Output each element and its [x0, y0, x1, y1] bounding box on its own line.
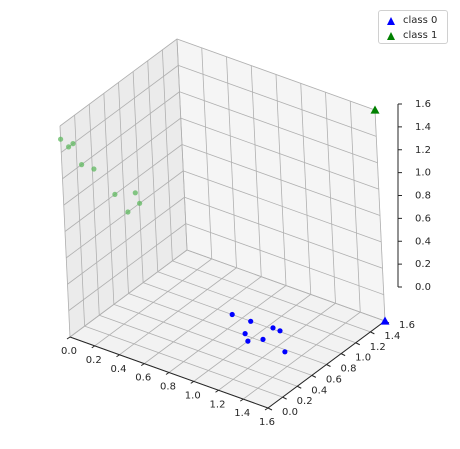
legend-label-class-1: class 1 — [403, 30, 438, 41]
legend: class 0 class 1 — [378, 10, 448, 44]
y-tick-label: 1.2 — [370, 342, 386, 353]
y-tick-label: 1.0 — [355, 353, 371, 364]
gridline-y-left — [161, 49, 173, 261]
x-tick — [116, 354, 120, 358]
gridline-z-left — [61, 65, 179, 153]
x-tick-label: 0.8 — [160, 382, 176, 393]
gridline-y-floor — [142, 282, 342, 355]
gridline-z-back — [179, 91, 378, 164]
y-tick-label: 0.2 — [297, 396, 313, 407]
data-point-circle — [91, 166, 97, 172]
y-tick — [267, 407, 273, 411]
y-tick-label: 0.8 — [341, 364, 357, 375]
legend-marker-class-1 — [387, 31, 395, 40]
gridline-x-back — [300, 83, 312, 295]
gridline-x-floor — [193, 294, 311, 382]
x-tick-label: 1.4 — [234, 408, 250, 419]
gridline-y-floor — [172, 260, 371, 333]
x-tick — [140, 363, 145, 367]
x-tick-label: 1.0 — [185, 390, 201, 401]
y-tick — [370, 331, 375, 335]
x-tick — [165, 372, 170, 375]
z-tick-label: 0.2 — [415, 259, 431, 270]
data-point-circle — [242, 331, 248, 337]
x-tick — [264, 407, 269, 411]
legend-marker-class-0 — [387, 16, 395, 25]
x-tick-label: 1.2 — [210, 399, 226, 410]
data-point-circle — [229, 311, 235, 318]
z-tick-label: 0.0 — [415, 282, 431, 293]
z-tick-label: 1.6 — [415, 99, 431, 110]
x-tick-label: 0.4 — [111, 364, 127, 375]
gridline-y-floor — [157, 271, 356, 344]
gridline-y-floor — [128, 293, 327, 365]
data-point-circle — [125, 209, 131, 215]
legend-item-class-0: class 0 — [383, 13, 443, 28]
gridline-x-back — [325, 92, 336, 304]
data-point-circle — [132, 190, 138, 196]
data-point-circle — [112, 191, 118, 197]
y-tick — [355, 342, 360, 346]
data-point-circle — [70, 141, 76, 147]
data-point-circle — [270, 325, 276, 331]
y-tick — [311, 374, 317, 378]
data-point-circle — [248, 318, 254, 324]
data-point-circle — [66, 144, 72, 150]
legend-label-class-0: class 0 — [403, 15, 438, 26]
z-tick-label: 1.0 — [415, 168, 431, 179]
x-tick-label: 1.6 — [259, 417, 275, 428]
gridline-x-floor — [243, 311, 361, 400]
y-tick-label: 0.4 — [311, 385, 327, 396]
y-tick — [340, 353, 346, 357]
gridline-z-left — [59, 38, 178, 127]
x-tick-label: 0.6 — [135, 373, 151, 384]
gridline-z-back — [180, 117, 379, 190]
gridline-x-back — [349, 101, 361, 313]
data-point-circle — [79, 162, 85, 168]
gridline-z-back — [181, 144, 381, 216]
y-tick-label: 1.4 — [384, 331, 400, 342]
x-tick — [239, 398, 244, 402]
gridline-z-left — [63, 117, 181, 206]
z-tick-label: 1.4 — [415, 122, 431, 133]
z-tick-label: 0.8 — [415, 191, 431, 202]
data-point-circle — [282, 349, 288, 355]
gridline-y-left — [176, 38, 188, 251]
gridline-z-back — [178, 64, 377, 137]
gridline-z-back — [176, 38, 376, 111]
y-tick — [282, 396, 287, 400]
data-point-circle — [137, 200, 143, 206]
data-point-triangle — [380, 316, 390, 325]
gridline-x-back — [374, 109, 386, 322]
gridline-x-floor — [218, 302, 336, 391]
y-tick-label: 0.0 — [282, 407, 298, 418]
data-point-circle — [260, 336, 266, 342]
y-tick-label: 1.6 — [399, 320, 415, 331]
y-tick — [326, 364, 331, 367]
z-tick-label: 0.6 — [415, 213, 431, 224]
y-tick-label: 0.6 — [326, 374, 342, 385]
data-point-circle — [277, 328, 283, 334]
x-tick — [66, 336, 71, 340]
gridline-y-floor — [186, 249, 386, 322]
data-point-circle — [245, 338, 251, 344]
data-point-triangle — [370, 105, 380, 114]
legend-item-class-1: class 1 — [383, 28, 443, 43]
z-tick-label: 0.4 — [415, 236, 431, 247]
x-tick — [190, 380, 195, 384]
x-tick — [215, 389, 219, 393]
data-point-circle — [58, 136, 64, 142]
x-tick-label: 0.2 — [86, 355, 102, 366]
x-tick — [91, 345, 96, 349]
gridline-z-left — [64, 144, 183, 232]
gridline-y-left — [132, 71, 144, 283]
y-tick — [297, 385, 302, 389]
x-tick-label: 0.0 — [61, 346, 77, 357]
z-tick-label: 1.2 — [415, 145, 431, 156]
gridline-y-left — [147, 60, 159, 272]
